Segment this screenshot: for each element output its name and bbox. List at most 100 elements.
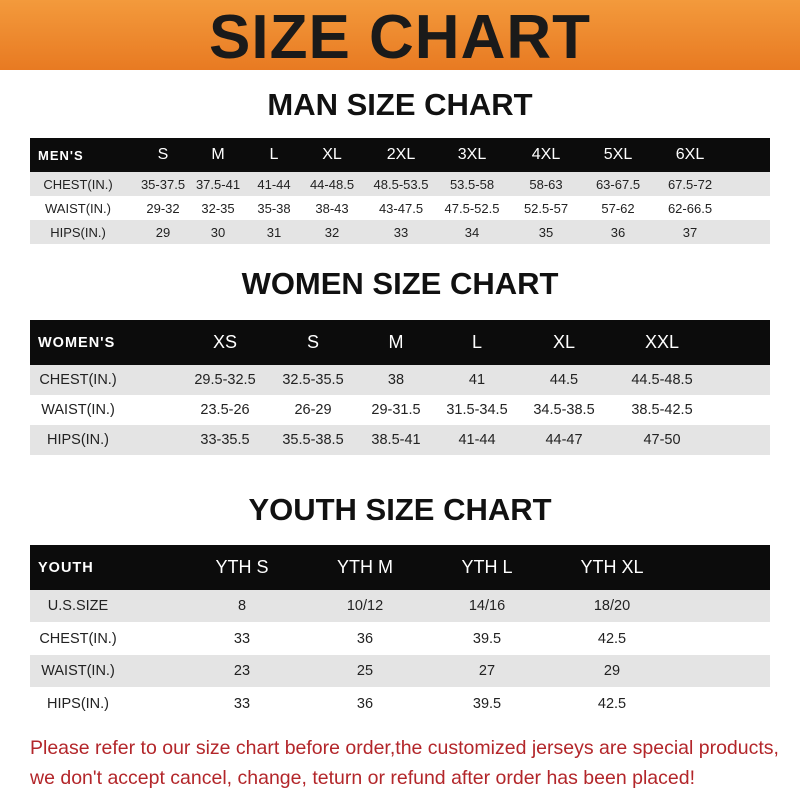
table-cell: 42.5 — [597, 630, 627, 647]
table-row: HIPS(IN.) 29 30 31 32 33 34 35 36 37 — [30, 220, 770, 244]
table-cell: 57-62 — [601, 200, 635, 216]
size-header: 4XL — [531, 146, 561, 163]
table-row: U.S.SIZE 8 10/12 14/16 18/20 — [30, 590, 770, 622]
table-cell: 33 — [393, 224, 409, 240]
footer-notice: Please refer to our size chart before or… — [30, 733, 790, 793]
table-cell: 41-44 — [458, 432, 496, 448]
table-cell: 32.5-35.5 — [282, 372, 344, 388]
table-cell: 33 — [233, 695, 251, 712]
row-label: HIPS(IN.) — [50, 224, 106, 240]
table-header-row: MEN'S S M L XL 2XL 3XL 4XL 5XL 6XL — [30, 138, 770, 172]
table-cell: 44-48.5 — [309, 176, 355, 192]
table-cell: 36 — [356, 695, 374, 712]
table-cell: 36 — [356, 630, 374, 647]
row-label: HIPS(IN.) — [46, 695, 110, 712]
size-header: 3XL — [457, 146, 487, 163]
table-row: HIPS(IN.) 33-35.5 35.5-38.5 38.5-41 41-44 44-… — [30, 425, 770, 455]
table-cell: 44.5 — [549, 372, 579, 388]
row-label: WAIST(IN.) — [41, 402, 115, 418]
row-label: CHEST(IN.) — [39, 630, 117, 647]
row-label: WAIST(IN.) — [41, 663, 115, 679]
table-cell: 44-47 — [545, 432, 583, 448]
table-cell: 33 — [233, 630, 251, 647]
table-header-row: WOMEN'S XS S M L XL XXL — [30, 320, 770, 365]
size-header: XL — [552, 332, 576, 352]
table-cell: 41 — [468, 372, 486, 388]
table-row: HIPS(IN.) 33 36 39.5 42.5 — [30, 687, 770, 720]
size-header: YTH M — [337, 557, 393, 577]
table-cell: 37.5-41 — [195, 176, 241, 192]
size-header: 2XL — [386, 146, 416, 163]
footer-line-2: we don't accept cancel, change, teturn o… — [30, 767, 695, 789]
table-cell: 34 — [464, 224, 480, 240]
table-cell: 29.5-32.5 — [194, 372, 256, 388]
table-cell: 41-44 — [257, 176, 291, 192]
table-cell: 35.5-38.5 — [282, 432, 344, 448]
table-row: CHEST(IN.) 33 36 39.5 42.5 — [30, 622, 770, 655]
table-row: CHEST(IN.) 29.5-32.5 32.5-35.5 38 41 44.5 44.5… — [30, 365, 770, 395]
size-header: YTH S — [215, 557, 269, 577]
table-cell: 27 — [478, 663, 496, 679]
table-cell: 14/16 — [468, 598, 506, 614]
table-cell: 32-35 — [201, 200, 235, 216]
size-header: L — [269, 146, 279, 163]
table-cell: 25 — [356, 663, 374, 679]
size-header: XXL — [644, 332, 680, 352]
table-cell: 39.5 — [472, 695, 502, 712]
table-cell: 35-38 — [257, 200, 291, 216]
footer-line-1: Please refer to our size chart before or… — [30, 737, 779, 759]
table-cell: 29 — [155, 224, 171, 240]
size-header: YTH XL — [580, 557, 644, 577]
men-title: MAN SIZE CHART — [267, 87, 533, 122]
table-cell: 44.5-48.5 — [631, 372, 693, 388]
women-title: WOMEN SIZE CHART — [241, 266, 559, 301]
table-header-row: YOUTH YTH S YTH M YTH L YTH XL — [30, 545, 770, 590]
table-title-cell: WOMEN'S — [38, 334, 116, 351]
table-cell: 38 — [387, 372, 405, 388]
table-cell: 10/12 — [346, 598, 384, 614]
table-cell: 23.5-26 — [200, 402, 250, 418]
table-cell: 47-50 — [643, 432, 681, 448]
table-cell: 26-29 — [294, 402, 332, 418]
table-cell: 29 — [603, 663, 621, 679]
table-cell: 31.5-34.5 — [446, 402, 508, 418]
table-row: CHEST(IN.) 35-37.5 37.5-41 41-44 44-48.5 48.5… — [30, 172, 770, 196]
table-cell: 34.5-38.5 — [533, 402, 595, 418]
table-cell: 30 — [210, 224, 226, 240]
row-label: WAIST(IN.) — [45, 200, 111, 216]
banner-title: SIZE CHART — [209, 3, 591, 72]
row-label: HIPS(IN.) — [46, 432, 110, 448]
size-header: S — [306, 332, 320, 352]
table-cell: 53.5-58 — [449, 176, 495, 192]
table-cell: 35-37.5 — [140, 176, 186, 192]
size-header: XS — [212, 332, 238, 352]
table-cell: 39.5 — [472, 630, 502, 647]
table-cell: 67.5-72 — [667, 176, 713, 192]
table-cell: 52.5-57 — [523, 200, 569, 216]
table-cell: 29-32 — [146, 200, 180, 216]
table-cell: 63-67.5 — [595, 176, 641, 192]
size-header: 6XL — [675, 146, 705, 163]
table-cell: 36 — [610, 224, 626, 240]
table-cell: 18/20 — [593, 598, 631, 614]
table-cell: 32 — [324, 224, 340, 240]
table-row: WAIST(IN.) 29-32 32-35 35-38 38-43 43-47.5 47.… — [30, 196, 770, 220]
table-title-cell: YOUTH — [38, 559, 94, 576]
row-label: CHEST(IN.) — [39, 372, 117, 388]
youth-title: YOUTH SIZE CHART — [248, 492, 552, 527]
row-label: CHEST(IN.) — [43, 176, 113, 192]
row-label: U.S.SIZE — [47, 598, 109, 614]
table-cell: 37 — [682, 224, 698, 240]
banner: SIZE CHART — [0, 0, 800, 72]
table-row: WAIST(IN.) 23.5-26 26-29 29-31.5 31.5-34.5 34… — [30, 395, 770, 425]
table-cell: 47.5-52.5 — [444, 200, 500, 216]
table-cell: 62-66.5 — [667, 200, 713, 216]
size-header: L — [471, 332, 483, 352]
table-cell: 35 — [538, 224, 554, 240]
size-header: M — [211, 146, 225, 163]
table-cell: 38-43 — [315, 200, 349, 216]
table-cell: 48.5-53.5 — [373, 176, 429, 192]
table-cell: 43-47.5 — [378, 200, 424, 216]
table-cell: 38.5-41 — [371, 432, 421, 448]
size-header: M — [388, 332, 404, 352]
